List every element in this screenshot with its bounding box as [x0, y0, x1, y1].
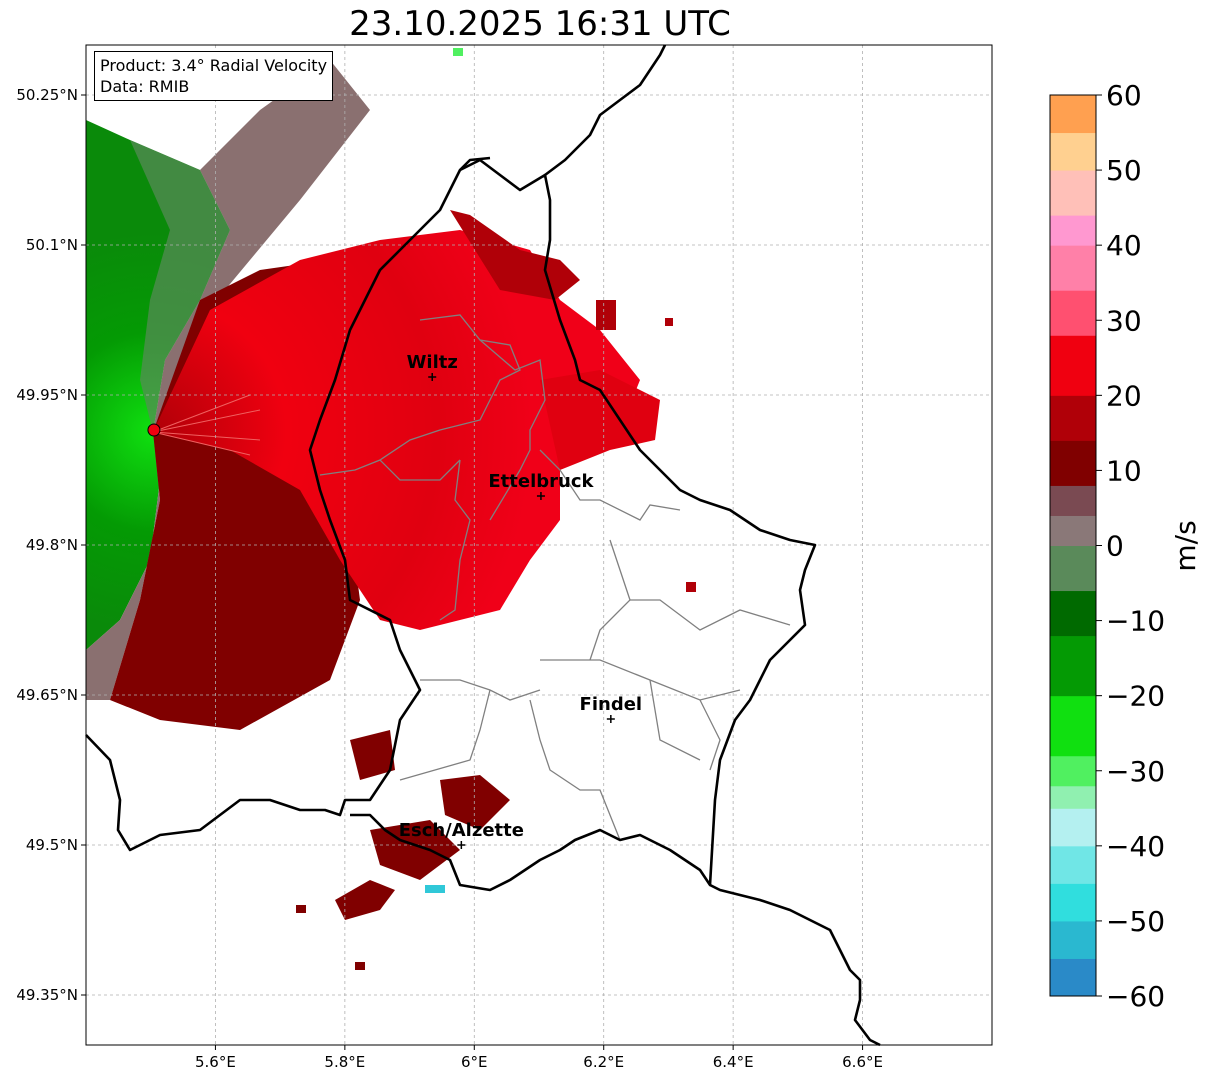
- colorbar-segment: [1050, 335, 1096, 396]
- city-marker: Wiltz: [407, 352, 458, 381]
- lon-tick-label: 5.8°E: [324, 1053, 365, 1071]
- echo-cell-south-4: [335, 880, 395, 920]
- echo-cell-south-2: [440, 775, 510, 830]
- echo-speck-1: [686, 582, 696, 592]
- regional-boundaries: [319, 314, 791, 841]
- city-plus-icon: [457, 841, 466, 849]
- colorbar-segment: [1050, 755, 1096, 787]
- colorbar-segment: [1050, 290, 1096, 336]
- lat-tick-label: 49.95°N: [16, 386, 78, 404]
- colorbar-tick-label: −10: [1106, 605, 1165, 638]
- colorbar-segment: [1050, 590, 1096, 637]
- echo-speck-6: [425, 885, 445, 893]
- city-plus-icon: [428, 373, 437, 381]
- echo-cell-south-1: [350, 730, 395, 780]
- colorbar-segment: [1050, 132, 1096, 171]
- lat-tick-label: 50.25°N: [16, 86, 78, 104]
- product-label: Product: 3.4° Radial Velocity: [100, 56, 328, 75]
- colorbar-segment: [1050, 635, 1096, 697]
- lat-tick-label: 50.1°N: [26, 236, 78, 254]
- radar-beam-lines: [152, 394, 261, 456]
- city-markers: Wiltz Ettelbruck Findel Esch/Alzette: [399, 352, 642, 849]
- colorbar-segment: [1050, 395, 1096, 441]
- colorbar-tick-label: −30: [1106, 755, 1165, 788]
- city-marker: Findel: [580, 694, 643, 723]
- colorbar-tick-label: 50: [1106, 154, 1142, 187]
- colorbar-segment: [1050, 170, 1096, 216]
- longitude-tick-labels: 5.6°E 5.8°E 6°E 6.2°E 6.4°E 6.6°E: [195, 1045, 883, 1071]
- colorbar-tick-label: 10: [1106, 454, 1142, 487]
- colorbar-segment: [1050, 440, 1096, 486]
- city-marker: Esch/Alzette: [399, 820, 524, 849]
- echo-speck-3: [296, 905, 306, 913]
- lat-tick-label: 49.65°N: [16, 686, 78, 704]
- graticule: [86, 45, 992, 1045]
- city-label: Findel: [580, 694, 643, 715]
- lat-tick-label: 49.8°N: [26, 536, 78, 554]
- echo-speck-2: [355, 962, 365, 970]
- lon-tick-label: 6°E: [461, 1053, 488, 1071]
- colorbar-tick-label: 0: [1106, 530, 1124, 563]
- lat-tick-label: 49.5°N: [26, 836, 78, 854]
- colorbar-segment: [1050, 95, 1096, 134]
- city-label: Wiltz: [407, 352, 458, 373]
- colorbar-unit-label: m/s: [1169, 520, 1202, 571]
- lon-tick-label: 5.6°E: [195, 1053, 236, 1071]
- colorbar-segment: [1050, 485, 1096, 516]
- colorbar: [1049, 94, 1097, 997]
- transition-echo-band-green: [130, 140, 230, 432]
- colorbar-tick-label: −40: [1106, 830, 1165, 863]
- map-title: 23.10.2025 16:31 UTC: [349, 4, 731, 44]
- colorbar-tick-label: −50: [1106, 905, 1165, 938]
- colorbar-segment: [1050, 695, 1096, 757]
- colorbar-segment: [1050, 883, 1096, 922]
- radar-echoes: [86, 48, 696, 970]
- latitude-tick-labels: 50.25°N 50.1°N 49.95°N 49.8°N 49.65°N 49.5°N 4…: [16, 86, 86, 1004]
- colorbar-segment: [1050, 958, 1096, 997]
- colorbar-segment: [1050, 845, 1096, 884]
- transition-echo-band: [86, 60, 370, 700]
- outbound-echo-main: [153, 230, 640, 630]
- city-plus-icon: [606, 715, 615, 723]
- product-info-box: Product: 3.4° Radial Velocity Data: RMIB: [94, 51, 334, 101]
- city-label: Ettelbruck: [488, 471, 594, 492]
- outbound-echo-east: [540, 370, 660, 470]
- city-plus-icon: [536, 492, 545, 500]
- colorbar-segment: [1050, 245, 1096, 291]
- radar-site-marker: [147, 423, 161, 437]
- colorbar-segment: [1050, 920, 1096, 959]
- lon-tick-label: 6.2°E: [583, 1053, 624, 1071]
- echo-speck-4: [596, 300, 616, 330]
- data-source-label: Data: RMIB: [100, 77, 190, 96]
- colorbar-tick-label: −20: [1106, 680, 1165, 713]
- echo-speck-5: [665, 318, 673, 326]
- lon-tick-label: 6.6°E: [842, 1053, 883, 1071]
- colorbar-tick-label: −60: [1106, 980, 1165, 1013]
- colorbar-segment: [1050, 785, 1096, 809]
- colorbar-tick-label: 40: [1106, 229, 1142, 262]
- echo-speck-7: [453, 48, 463, 56]
- city-marker: Ettelbruck: [488, 471, 595, 500]
- colorbar-segment: [1050, 215, 1096, 246]
- colorbar-segment: [1050, 808, 1096, 847]
- city-label: Esch/Alzette: [399, 820, 524, 841]
- country-borders: [85, 44, 881, 1047]
- lon-tick-label: 6.4°E: [713, 1053, 754, 1071]
- lat-tick-label: 49.35°N: [16, 986, 78, 1004]
- colorbar-tick-label: 30: [1106, 304, 1142, 337]
- colorbar-segment: [1050, 515, 1096, 546]
- colorbar-ticks: 60 50 40 30 20 10 0 −10 −20 −30 −40 −50 −60: [1096, 79, 1165, 1013]
- colorbar-segment: [1050, 545, 1096, 592]
- colorbar-tick-label: 60: [1106, 79, 1142, 112]
- colorbar-tick-label: 20: [1106, 379, 1142, 412]
